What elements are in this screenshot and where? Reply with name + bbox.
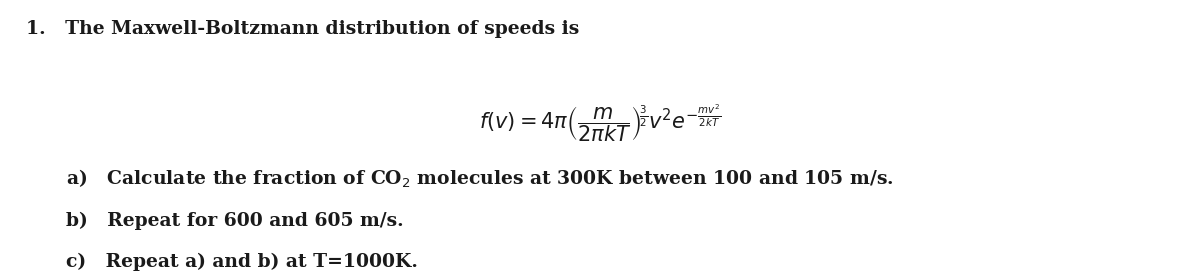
Text: a)   Calculate the fraction of CO$_2$ molecules at 300K between 100 and 105 m/s.: a) Calculate the fraction of CO$_2$ mole…: [66, 168, 894, 190]
Text: $f(v) = 4\pi \left(\dfrac{m}{2\pi kT}\right)^{\!\frac{3}{2}} v^2 e^{-\frac{mv^2}: $f(v) = 4\pi \left(\dfrac{m}{2\pi kT}\ri…: [479, 102, 721, 144]
Text: b)   Repeat for 600 and 605 m/s.: b) Repeat for 600 and 605 m/s.: [66, 212, 403, 230]
Text: 1.   The Maxwell-Boltzmann distribution of speeds is: 1. The Maxwell-Boltzmann distribution of…: [26, 20, 580, 38]
Text: c)   Repeat a) and b) at T=1000K.: c) Repeat a) and b) at T=1000K.: [66, 253, 418, 271]
